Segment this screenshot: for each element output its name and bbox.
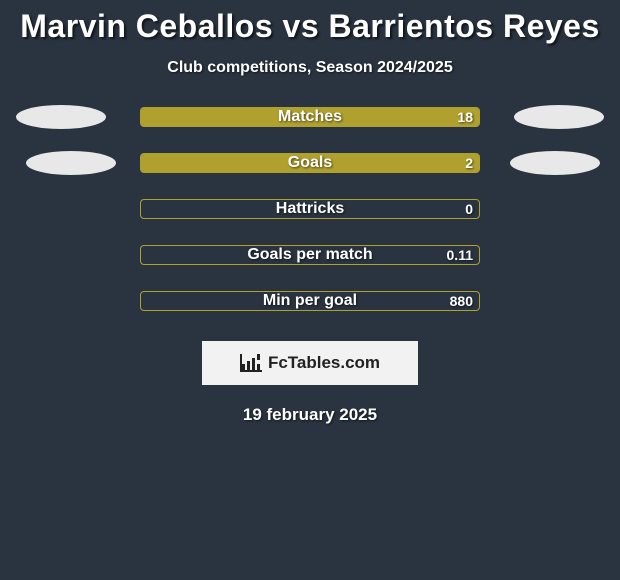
player-left-pill bbox=[26, 151, 116, 175]
stat-value: 880 bbox=[450, 293, 473, 309]
bar-track: Goals 2 bbox=[140, 153, 480, 173]
snapshot-date: 19 february 2025 bbox=[0, 405, 620, 425]
player-left-pill bbox=[16, 105, 106, 129]
bar-track: Matches 18 bbox=[140, 107, 480, 127]
stat-value: 18 bbox=[457, 109, 473, 125]
comparison-chart: Matches 18 Goals 2 Hattricks 0 Goals per… bbox=[0, 107, 620, 311]
stat-label: Hattricks bbox=[276, 200, 344, 218]
player-right-pill bbox=[510, 151, 600, 175]
stat-label: Matches bbox=[278, 108, 342, 126]
stat-value: 0.11 bbox=[447, 247, 473, 263]
stat-label: Goals per match bbox=[247, 246, 372, 264]
page-title: Marvin Ceballos vs Barrientos Reyes bbox=[0, 0, 620, 45]
stat-row: Matches 18 bbox=[0, 107, 620, 127]
player-right-pill bbox=[514, 105, 604, 129]
stat-row: Goals 2 bbox=[0, 153, 620, 173]
bar-track: Hattricks 0 bbox=[140, 199, 480, 219]
bar-track: Min per goal 880 bbox=[140, 291, 480, 311]
stat-row: Goals per match 0.11 bbox=[0, 245, 620, 265]
brand-text: FcTables.com bbox=[268, 353, 380, 373]
chart-icon bbox=[240, 354, 262, 372]
bar-track: Goals per match 0.11 bbox=[140, 245, 480, 265]
stat-label: Min per goal bbox=[263, 292, 357, 310]
page-subtitle: Club competitions, Season 2024/2025 bbox=[0, 59, 620, 77]
stat-row: Min per goal 880 bbox=[0, 291, 620, 311]
stat-value: 2 bbox=[465, 155, 473, 171]
brand-badge[interactable]: FcTables.com bbox=[202, 341, 418, 385]
stat-label: Goals bbox=[288, 154, 332, 172]
stat-value: 0 bbox=[465, 201, 473, 217]
stat-row: Hattricks 0 bbox=[0, 199, 620, 219]
